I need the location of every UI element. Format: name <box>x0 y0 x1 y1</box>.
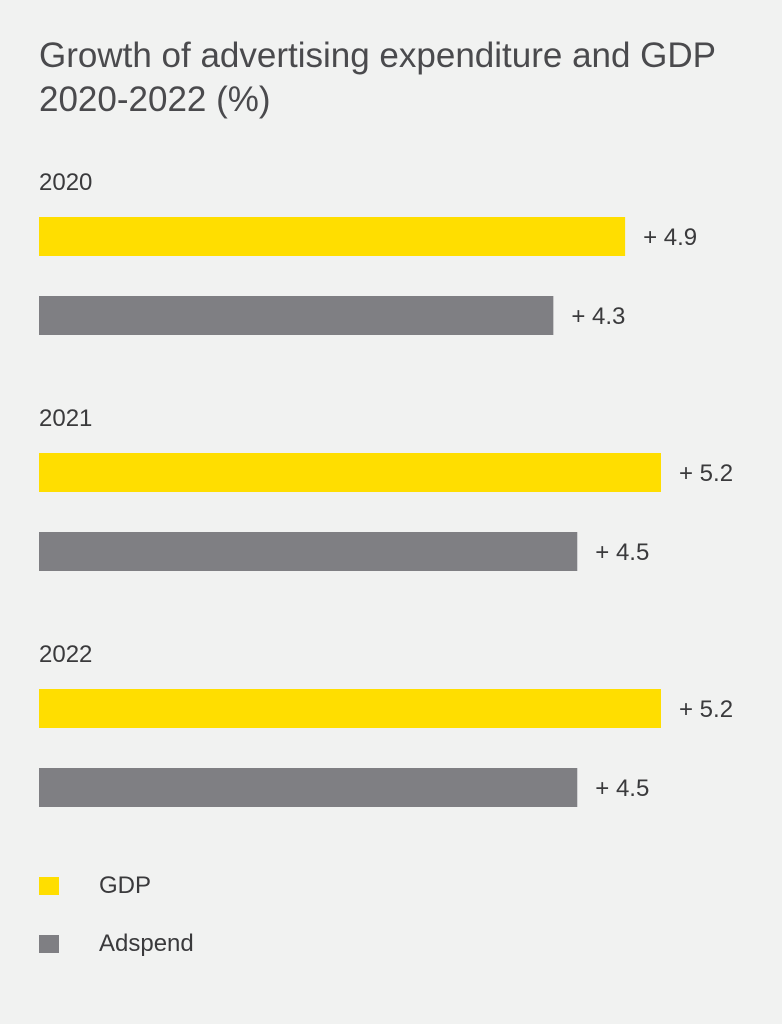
bar-adspend-2020 <box>39 296 554 335</box>
value-label-adspend-2020: + 4.3 <box>571 303 625 330</box>
legend-item-gdp: GDP <box>39 870 194 902</box>
legend-swatch-adspend <box>39 935 59 953</box>
value-label-gdp-2020: + 4.9 <box>643 224 697 251</box>
category-label-2022: 2022 <box>39 641 92 668</box>
chart-title: Growth of advertising expenditure and GD… <box>39 36 716 119</box>
legend-label-adspend: Adspend <box>99 930 194 957</box>
value-label-gdp-2021: + 5.2 <box>679 460 733 487</box>
value-label-adspend-2021: + 4.5 <box>595 539 649 566</box>
legend-swatch-gdp <box>39 877 59 895</box>
legend: GDP Adspend <box>39 870 194 986</box>
bar-adspend-2022 <box>39 768 578 807</box>
category-label-2020: 2020 <box>39 169 92 196</box>
bar-gdp-2022 <box>39 689 661 728</box>
legend-item-adspend: Adspend <box>39 928 194 960</box>
bar-gdp-2021 <box>39 453 661 492</box>
legend-label-gdp: GDP <box>99 872 152 899</box>
bar-gdp-2020 <box>39 217 626 256</box>
category-label-2021: 2021 <box>39 405 92 432</box>
bar-adspend-2021 <box>39 532 578 571</box>
bar-chart: 2020 + 4.9 + 4.3 2021 + 5.2 + 4.5 2022 + 5.2 + 4… <box>39 169 733 807</box>
value-label-adspend-2022: + 4.5 <box>595 775 649 802</box>
value-label-gdp-2022: + 5.2 <box>679 696 733 723</box>
